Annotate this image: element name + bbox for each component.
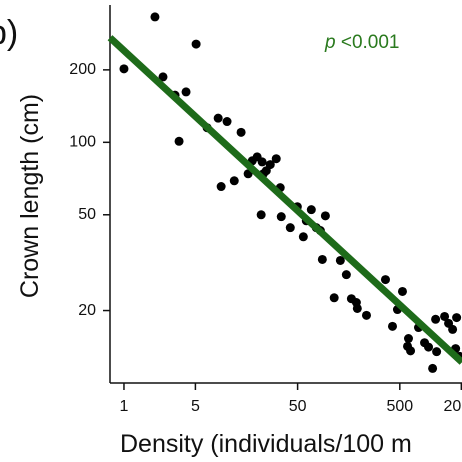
y-axis-label: Crown length (cm) [16,94,44,298]
y-tick-label: 20 [78,302,96,319]
point [335,255,345,265]
point [213,113,223,123]
point [236,127,246,137]
annotation: p <0.001 [324,32,400,53]
point [265,160,275,170]
point [452,313,462,323]
point [320,211,330,221]
point [448,324,458,334]
point [341,270,351,280]
point [298,232,308,242]
annotation-text: <0.001 [336,32,400,53]
point [119,64,129,74]
point [428,363,438,373]
point [397,286,407,296]
annotation-italic: p [324,32,336,53]
y-tick-label: 50 [78,206,96,223]
fit-line [107,35,462,365]
x-tick-label: 50 [289,398,307,415]
y-tick-label: 100 [69,134,96,151]
point [257,157,267,167]
point [380,275,390,285]
x-tick-label: 5 [191,398,200,415]
point [222,117,232,127]
point [306,205,316,215]
point [191,39,201,49]
y-tick-label: 200 [69,61,96,78]
x-tick-label: 500 [386,398,413,415]
point [276,212,286,222]
point [361,310,371,320]
point [352,303,362,313]
point [285,223,295,233]
panel-label: b) [0,14,18,52]
point [271,154,281,164]
point [229,176,239,186]
point [329,293,339,303]
point [424,342,434,352]
point [216,182,226,192]
point [431,314,441,324]
point [317,254,327,264]
point [403,334,413,344]
point [403,341,413,351]
x-axis-label: Density (individuals/100 m [120,430,412,458]
point [158,72,168,82]
point [181,87,191,97]
point [174,136,184,146]
point [432,347,442,357]
point [256,210,266,220]
point [150,12,160,22]
point [387,321,397,331]
x-tick-label: 1 [120,398,129,415]
x-tick-label: 2000 [444,398,462,415]
point [440,311,450,321]
